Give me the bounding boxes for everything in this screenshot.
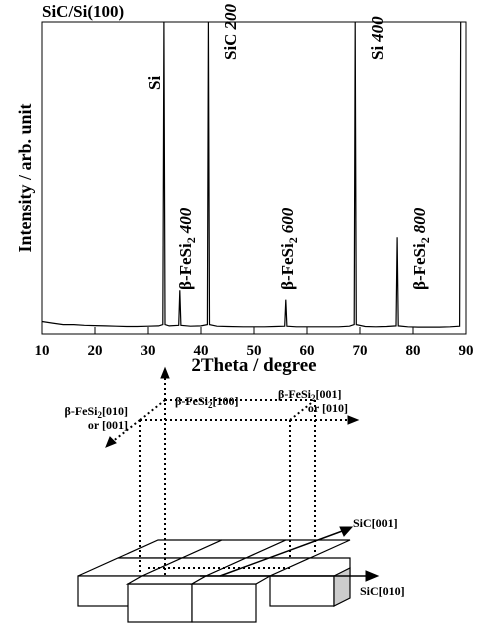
- peak-label-hkl: 600: [278, 207, 297, 233]
- peak-label: β-FeSi2 400: [176, 207, 198, 290]
- x-tick-label: 80: [406, 343, 421, 359]
- label-rest: [010]: [102, 404, 128, 418]
- x-tick-label: 30: [141, 343, 156, 359]
- label-line2: or [001]: [88, 418, 128, 432]
- x-tick-label: 60: [300, 343, 315, 359]
- x-axis-label: 2Theta / degree: [191, 355, 316, 376]
- peak-label-text: Si: [145, 76, 164, 90]
- label-text: β-FeSi: [278, 387, 312, 401]
- axis-direction-label: SiC[010]: [360, 584, 405, 598]
- diagram: [77, 366, 380, 623]
- axis-direction-label: β-FeSi2[001]: [278, 387, 341, 403]
- x-tick-label: 10: [35, 343, 50, 359]
- label-sub: 2: [98, 410, 103, 420]
- peak-label-text: β-FeSi: [176, 243, 195, 290]
- label-line2: or [010]: [308, 401, 348, 415]
- peak-label-hkl: 400: [176, 207, 195, 234]
- peak-label-sub: 2: [418, 237, 432, 243]
- peak-label-hkl: 400: [368, 16, 387, 43]
- data-line: [41, 21, 462, 328]
- label-sub: 2: [311, 393, 316, 403]
- peak-label: Si: [145, 76, 164, 90]
- peak-label-hkl: 800: [410, 207, 429, 233]
- label-text: β-FeSi: [175, 394, 209, 408]
- label-rest: [100]: [212, 394, 238, 408]
- peak-label-text: β-FeSi: [410, 243, 429, 290]
- x-tick-label: 90: [459, 343, 474, 359]
- y-axis-label: Intensity / arb. unit: [15, 103, 35, 252]
- peak-label-sub: 2: [286, 237, 300, 243]
- peak-label-text: Si: [368, 46, 387, 60]
- label-text: SiC[010]: [360, 584, 405, 598]
- x-tick-label: 20: [88, 343, 103, 359]
- peak-label: β-FeSi2 600: [278, 207, 300, 290]
- x-tick-label: 40: [194, 343, 209, 359]
- plot-frame: [41, 21, 467, 335]
- peak-label-hkl: 200: [221, 4, 240, 31]
- peak-label-sub: 2: [184, 237, 198, 243]
- axis-direction-label: β-FeSi2[010]: [65, 404, 128, 420]
- x-tick-label: 70: [353, 343, 368, 359]
- label-text: β-FeSi: [65, 404, 99, 418]
- chart-title: SiC/Si(100): [42, 2, 124, 21]
- axis-direction-label: SiC[001]: [353, 516, 398, 530]
- peak-label-text: SiC: [221, 34, 240, 60]
- peak-label-text: β-FeSi: [278, 243, 297, 290]
- label-sub: 2: [208, 400, 213, 410]
- peak-label: β-FeSi2 800: [410, 207, 432, 290]
- x-tick-label: 50: [247, 343, 262, 359]
- axis-direction-label: β-FeSi2[100]: [175, 394, 238, 410]
- peak-label: SiC 200: [221, 4, 240, 60]
- peak-label: Si 400: [368, 16, 387, 60]
- label-rest: [001]: [315, 387, 341, 401]
- label-text: SiC[001]: [353, 516, 398, 530]
